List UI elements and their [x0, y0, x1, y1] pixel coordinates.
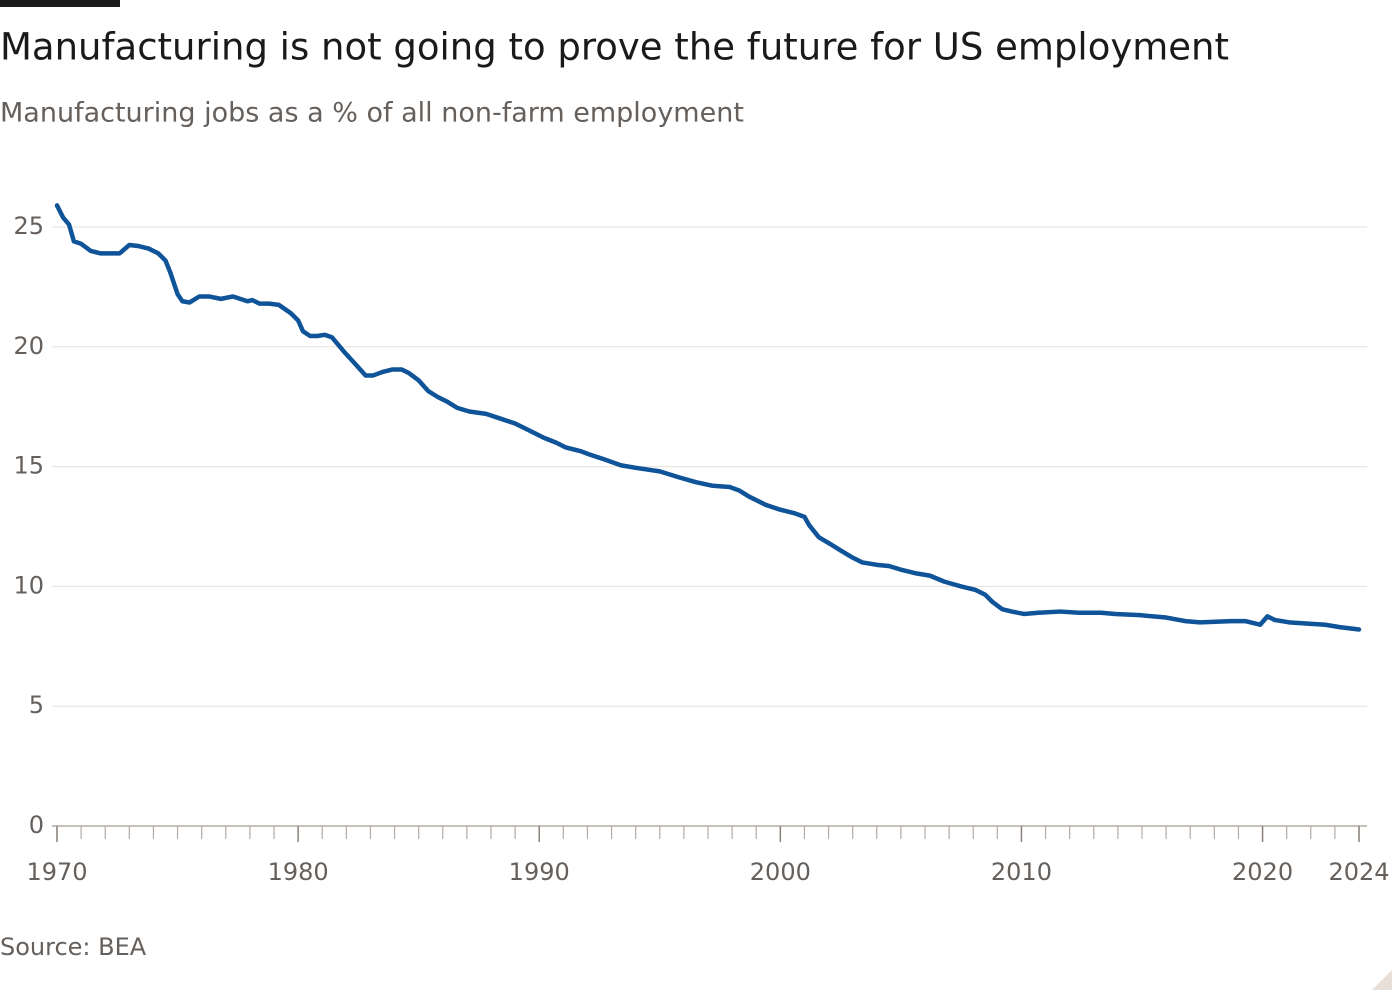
data-line — [54, 203, 1362, 632]
brand-bar — [0, 0, 120, 7]
x-tick-label: 1970 — [26, 858, 87, 886]
y-tick-label: 25 — [13, 212, 44, 240]
x-tick-label: 1990 — [509, 858, 570, 886]
source-note: Source: BEA — [0, 933, 147, 961]
x-tick-label: 1980 — [268, 858, 329, 886]
x-tick-label: 2000 — [750, 858, 811, 886]
y-tick-label: 0 — [29, 811, 44, 839]
x-tick-label: 2024 — [1328, 858, 1389, 886]
x-tick-label: 2010 — [991, 858, 1052, 886]
chart-subtitle: Manufacturing jobs as a % of all non-far… — [0, 98, 744, 129]
y-tick-label: 10 — [13, 571, 44, 599]
chart-title: Manufacturing is not going to prove the … — [0, 26, 1229, 69]
y-tick-label: 15 — [13, 452, 44, 480]
y-tick-label: 5 — [29, 691, 44, 719]
corner-decoration — [1372, 970, 1392, 990]
x-tick-label: 2020 — [1232, 858, 1293, 886]
y-tick-label: 20 — [13, 332, 44, 360]
